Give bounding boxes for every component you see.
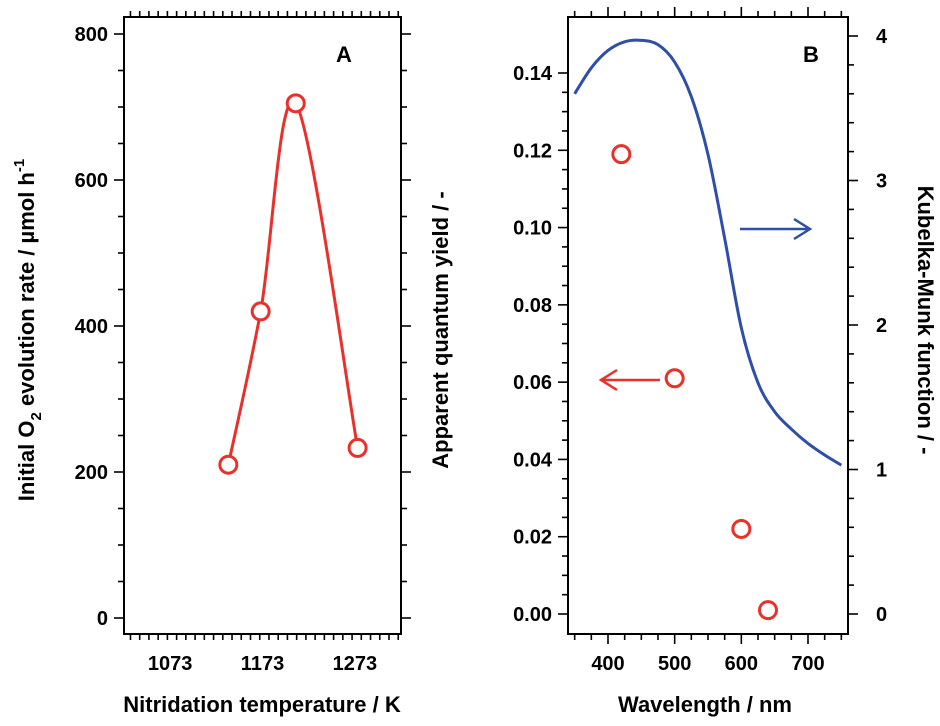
panel-b: 400 500 600 700 0.00 0.02 0.04 0.06 0.08 0.10 0.1… xyxy=(428,7,938,717)
x-tick-label: 600 xyxy=(725,653,758,675)
left-y-tick-label: 0.10 xyxy=(513,218,552,240)
o2-evolution-point xyxy=(250,301,271,322)
right-y-tick-label: 3 xyxy=(876,171,887,193)
quantum-yield-point xyxy=(611,144,632,165)
y-tick-label: 800 xyxy=(75,24,108,46)
quantum-yield-point xyxy=(758,600,778,621)
panel-b-x-ticks: 400 500 600 700 xyxy=(573,7,843,675)
panel-a-series xyxy=(218,93,368,475)
panel-a-label: A xyxy=(336,42,352,67)
left-y-tick-label: 0.02 xyxy=(513,527,552,549)
left-y-tick-label: 0.08 xyxy=(513,295,552,317)
y-title-mid: evolution rate / µmol h xyxy=(14,172,39,412)
o2-evolution-point xyxy=(347,437,368,458)
panel-a-frame xyxy=(123,16,402,635)
o2-evolution-point xyxy=(218,454,239,475)
panel-a-y-axis-title: Initial O2 evolution rate / µmol h-1 xyxy=(11,159,45,501)
right-axis-arrow xyxy=(740,217,813,241)
y-title-superscript: -1 xyxy=(11,159,28,172)
panel-b-label: B xyxy=(803,42,819,67)
panel-a-y-ticks: 0 200 400 600 800 xyxy=(75,24,411,630)
x-tick-label: 1273 xyxy=(333,653,378,675)
left-y-tick-label: 0.06 xyxy=(513,372,552,394)
right-y-tick-label: 0 xyxy=(876,604,887,626)
x-tick-label: 500 xyxy=(658,653,691,675)
panel-a: 1073 1173 1273 0 200 400 600 800 A Nitridation… xyxy=(11,11,411,717)
y-tick-label: 200 xyxy=(75,462,108,484)
x-tick-label: 1173 xyxy=(241,653,284,675)
panel-b-right-y-ticks: 0 1 2 3 4 xyxy=(848,26,888,626)
panel-a-x-ticks: 1073 1173 1273 xyxy=(129,11,400,675)
o2-evolution-point xyxy=(285,93,306,114)
o2-evolution-line xyxy=(226,99,360,466)
panel-b-x-axis-title: Wavelength / nm xyxy=(618,692,792,717)
left-y-tick-label: 0.00 xyxy=(513,604,552,626)
y-title-pre: Initial O xyxy=(14,421,39,502)
quantum-yield-point xyxy=(664,368,685,389)
x-tick-label: 1073 xyxy=(148,653,193,675)
left-axis-arrow xyxy=(598,368,660,392)
y-tick-label: 400 xyxy=(75,316,108,338)
right-arrow-head xyxy=(793,217,813,241)
y-tick-label: 600 xyxy=(75,170,108,192)
panel-b-series xyxy=(573,38,843,621)
quantum-yield-point xyxy=(731,518,752,539)
x-tick-label: 700 xyxy=(791,653,824,675)
y-tick-label: 0 xyxy=(97,608,108,630)
panel-b-right-y-axis-title: Kubelka-Munk function / - xyxy=(913,186,938,455)
right-y-tick-label: 2 xyxy=(876,315,887,337)
left-y-tick-label: 0.04 xyxy=(513,449,553,471)
panel-b-frame xyxy=(567,16,849,635)
kubelka-munk-curve xyxy=(573,38,843,467)
panel-b-left-y-ticks: 0.00 0.02 0.04 0.06 0.08 0.10 0.12 0.14 xyxy=(513,63,568,626)
panel-b-left-y-axis-title: Apparent quantum yield / - xyxy=(428,191,453,468)
right-y-tick-label: 4 xyxy=(876,26,888,48)
panel-a-x-axis-title: Nitridation temperature / K xyxy=(123,692,401,717)
left-y-tick-label: 0.14 xyxy=(513,63,553,85)
x-tick-label: 400 xyxy=(591,653,624,675)
left-y-tick-label: 0.12 xyxy=(513,140,552,162)
y-title-subscript: 2 xyxy=(28,412,45,420)
right-y-tick-label: 1 xyxy=(876,460,887,482)
left-arrow-head xyxy=(598,368,618,392)
